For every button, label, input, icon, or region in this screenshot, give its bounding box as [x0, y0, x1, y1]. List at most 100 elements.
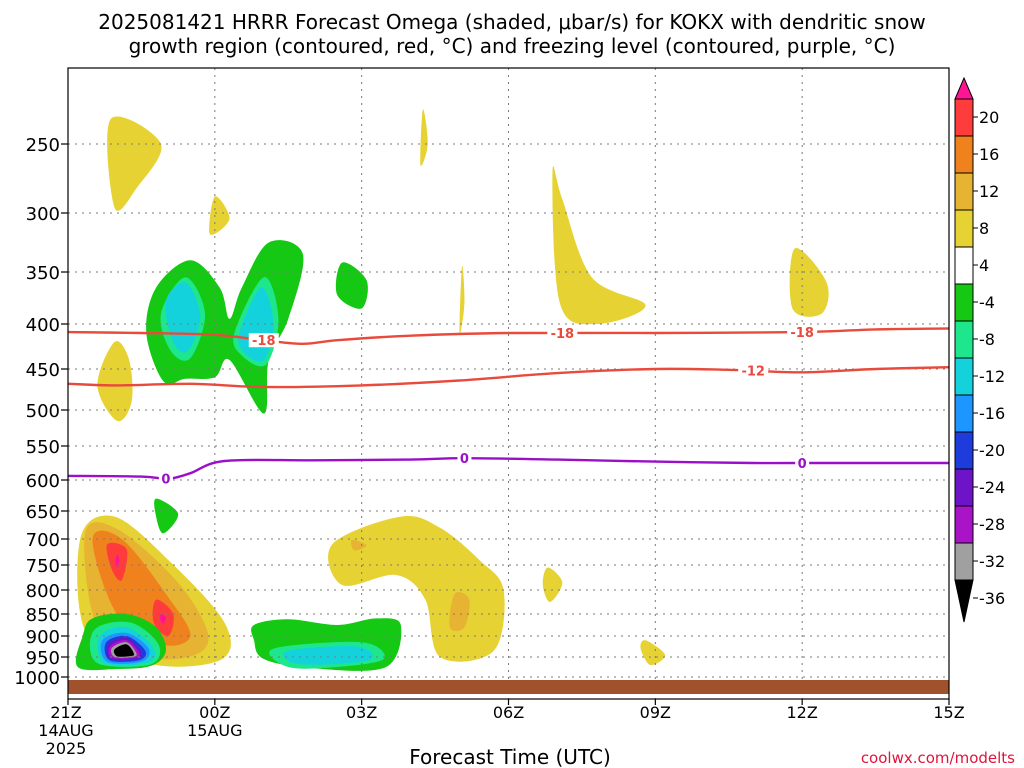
colorbar-label: -28: [979, 515, 1005, 534]
omega-region-8: [449, 591, 470, 632]
omega-region-4: [209, 196, 230, 235]
y-tick-label-800: 800: [26, 581, 60, 602]
contour-label-bg: [787, 325, 818, 340]
contour-label--18: -18: [252, 334, 276, 349]
colorbar-segment: [954, 357, 974, 396]
omega-region--12: [283, 646, 373, 665]
omega-region-20: [115, 554, 120, 568]
x-tick-date-21Z: 14AUG: [38, 721, 93, 740]
omega-region-4: [542, 567, 563, 603]
colorbar-label: 12: [979, 182, 999, 201]
colorbar-label: -12: [979, 367, 1005, 386]
y-tick-label-900: 900: [26, 627, 60, 648]
colorbar-segment: [954, 209, 974, 248]
colorbar-label: 4: [979, 256, 989, 275]
y-tick-label-300: 300: [26, 204, 60, 225]
colorbar-segment: [954, 135, 974, 174]
x-tick-label-21Z: 21Z: [50, 703, 81, 722]
omega-region-4: [789, 247, 829, 317]
contour-label-0: 0: [161, 472, 170, 487]
plot-area: -18 -18 -18 -12 0 0 0: [67, 67, 950, 700]
colorbar-segment: [954, 283, 974, 322]
contour-label-bg: [248, 333, 279, 348]
y-tick-label-500: 500: [26, 401, 60, 422]
x-tick-label-06Z: 06Z: [493, 703, 524, 722]
colorbar-label: 20: [979, 108, 999, 127]
y-tick-label-250: 250: [26, 135, 60, 156]
colorbar-label: 8: [979, 219, 989, 238]
omega-shading: [75, 109, 829, 671]
y-tick-label-1000: 1000: [14, 668, 60, 689]
colorbar-segment: [954, 98, 974, 137]
omega-region-4: [640, 640, 666, 666]
temperature-contours: -18 -18 -18 -12 0 0 0: [67, 325, 950, 487]
omega-region--4: [335, 262, 368, 309]
colorbar-label: -16: [979, 404, 1005, 423]
colorbar-label: -24: [979, 478, 1005, 497]
colorbar-label: 16: [979, 145, 999, 164]
y-tick-label-350: 350: [26, 263, 60, 284]
x-tick-label-12Z: 12Z: [787, 703, 818, 722]
colorbar-top-arrow: [954, 76, 974, 100]
contour-label-0: 0: [460, 452, 469, 467]
colorbar-segment: [954, 468, 974, 507]
colorbar-label: -4: [979, 293, 995, 312]
colorbar-label: -8: [979, 330, 995, 349]
y-tick-label-600: 600: [26, 471, 60, 492]
omega-region-20: [159, 613, 166, 624]
x-tick-label-00Z: 00Z: [199, 703, 230, 722]
colorbar-segment: [954, 394, 974, 433]
contour-label-bg: [547, 326, 578, 340]
contour-label-0: 0: [798, 457, 807, 472]
colorbar: 20 16 12 8 4 -4 -8 -12 -16 -20 -24 -28 -32 -36: [954, 76, 1005, 623]
colorbar-segment: [954, 320, 974, 359]
contour--12: [67, 366, 950, 389]
omega-region-8: [351, 539, 367, 551]
ground-bar: [68, 680, 949, 694]
x-tick-label-03Z: 03Z: [346, 703, 377, 722]
colorbar-label: -20: [979, 441, 1005, 460]
contour-label--18: -18: [790, 326, 814, 341]
omega-region-4: [97, 341, 133, 422]
contour-label-bg: [158, 471, 173, 486]
grid-lines: [68, 68, 949, 699]
omega-region-4: [420, 109, 428, 166]
colorbar-segment: [954, 542, 974, 581]
x-tick-date-00Z: 15AUG: [187, 721, 242, 740]
x-axis-label: Forecast Time (UTC): [409, 745, 611, 768]
colorbar-segment: [954, 172, 974, 211]
y-tick-label-450: 450: [26, 360, 60, 381]
colorbar-segment: [954, 246, 974, 285]
colorbar-label: -36: [979, 589, 1005, 608]
y-tick-label-650: 650: [26, 502, 60, 523]
contour-label-bg: [795, 456, 810, 470]
x-tick-label-15Z: 15Z: [933, 703, 964, 722]
omega-region--4: [154, 498, 179, 534]
contour-label-bg: [738, 363, 769, 378]
y-tick-label-750: 750: [26, 556, 60, 577]
contour-label--18: -18: [551, 327, 575, 342]
omega-region-4: [552, 166, 646, 325]
colorbar-segment: [954, 431, 974, 470]
contour-label-bg: [457, 451, 472, 466]
omega-region-4: [107, 116, 162, 211]
contour-label--12: -12: [741, 365, 765, 380]
colorbar-bottom-arrow: [954, 579, 974, 623]
y-tick-label-950: 950: [26, 648, 60, 669]
x-tick-year-21Z: 2025: [46, 739, 87, 758]
credit-text: coolwx.com/modelts: [861, 749, 1015, 767]
chart-title-line1: 2025081421 HRRR Forecast Omega (shaded, …: [98, 10, 925, 34]
y-tick-label-400: 400: [26, 315, 60, 336]
omega-region-4: [459, 265, 465, 334]
y-tick-label-700: 700: [26, 530, 60, 551]
colorbar-label: -32: [979, 552, 1005, 571]
omega-region--36: [113, 644, 135, 657]
x-tick-label-09Z: 09Z: [640, 703, 671, 722]
y-tick-label-550: 550: [26, 437, 60, 458]
colorbar-segment: [954, 505, 974, 544]
chart-title-line2: growth region (contoured, red, °C) and f…: [129, 34, 896, 58]
y-tick-label-850: 850: [26, 605, 60, 626]
y-axis: 2503003504004505005506006507007508008509…: [14, 135, 68, 689]
